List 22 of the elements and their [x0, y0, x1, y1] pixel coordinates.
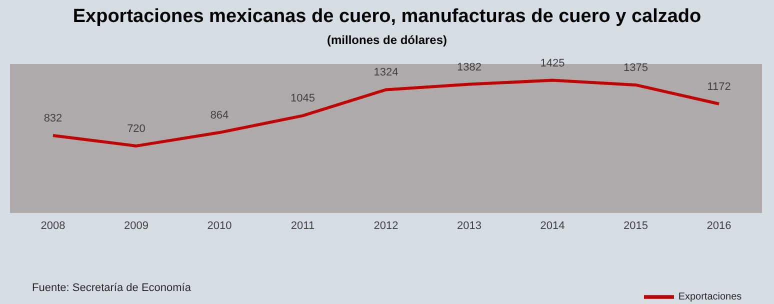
data-label: 1172 — [707, 80, 731, 93]
data-label: 1375 — [624, 62, 648, 74]
data-label: 832 — [44, 112, 62, 125]
data-label: 1382 — [457, 61, 482, 74]
x-tick-label: 2015 — [624, 220, 648, 232]
x-tick-label: 2013 — [457, 220, 482, 232]
x-tick-label: 2014 — [540, 220, 565, 232]
chart-title: Exportaciones mexicanas de cuero, manufacturas de cuero y calzado — [72, 6, 702, 28]
x-tick-label: 2016 — [706, 220, 732, 232]
x-tick-label: 2010 — [207, 220, 232, 232]
data-label: 864 — [210, 110, 229, 122]
data-label: 720 — [127, 122, 146, 135]
chart-subtitle: (millones de dólares) — [326, 33, 448, 47]
data-label: 1324 — [374, 66, 398, 79]
x-tick-label: 2012 — [374, 220, 398, 232]
data-label: 1045 — [290, 92, 315, 105]
legend-label: Exportaciones — [678, 292, 742, 303]
data-label: 1425 — [540, 57, 565, 70]
x-tick-label: 2011 — [290, 220, 315, 232]
x-tick-label: 2008 — [40, 220, 66, 232]
source-note: Fuente: Secretaría de Economía — [32, 282, 191, 294]
x-tick-label: 2009 — [124, 220, 148, 232]
